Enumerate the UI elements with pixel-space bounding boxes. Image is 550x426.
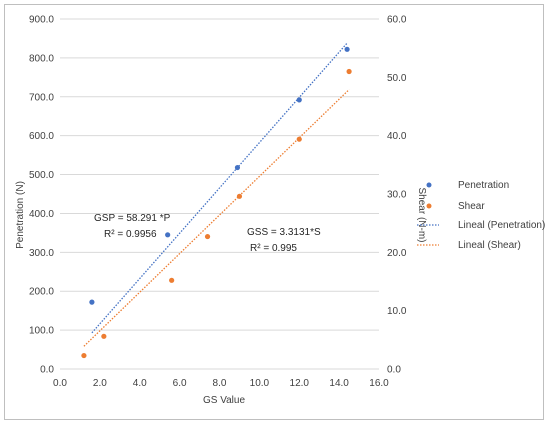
y2-tick-label: 10.0 xyxy=(387,306,407,317)
data-point-penetration xyxy=(89,299,95,305)
y2-tick-label: 50.0 xyxy=(387,73,407,84)
legend-label-lineal-shear: Lineal (Shear) xyxy=(458,240,521,251)
y-tick-label: 100.0 xyxy=(29,326,54,337)
y2-tick-label: 0.0 xyxy=(387,365,401,376)
legend-marker-shear xyxy=(426,203,432,209)
y-tick-label: 900.0 xyxy=(29,15,54,26)
y2-tick-label: 60.0 xyxy=(387,15,407,26)
legend-item-shear: Shear xyxy=(426,201,485,212)
x-tick-label: 10.0 xyxy=(250,378,270,389)
y-tick-label: 600.0 xyxy=(29,131,54,142)
gridlines xyxy=(60,18,379,370)
y-tick-label: 0.0 xyxy=(40,365,54,376)
y-tick-label: 200.0 xyxy=(29,287,54,298)
chart-svg: 0.0 100.0 200.0 300.0 400.0 500.0 600.0 700.0 80… xyxy=(15,15,545,407)
data-point-shear xyxy=(204,233,211,240)
annotation-gsp: GSP = 58.291 *P R² = 0.9956 xyxy=(94,213,171,240)
data-point-shear xyxy=(236,193,243,199)
trendline-lineal-penetration xyxy=(91,42,348,334)
y-tick-label: 500.0 xyxy=(29,170,54,181)
x-tick-label: 0.0 xyxy=(53,378,67,389)
gss-equation: GSS = 3.3131*S xyxy=(247,227,321,238)
legend-marker-penetration xyxy=(426,182,432,188)
trendlines xyxy=(83,42,350,347)
data-point-penetration xyxy=(165,232,171,238)
y-tick-label: 400.0 xyxy=(29,209,54,220)
y-tick-label: 800.0 xyxy=(29,53,54,64)
data-point-shear xyxy=(296,136,302,142)
y-tick-label: 700.0 xyxy=(29,92,54,103)
annotation-gss: GSS = 3.3131*S R² = 0.995 xyxy=(247,227,321,254)
data-point-penetration xyxy=(344,46,350,52)
data-point-shear xyxy=(81,352,87,359)
x-tick-label: 2.0 xyxy=(93,378,107,389)
data-point-shear xyxy=(346,68,352,75)
x-tick-label: 6.0 xyxy=(173,378,187,389)
data-point-penetration xyxy=(296,97,302,103)
legend-label-penetration: Penetration xyxy=(458,180,509,191)
legend-label-lineal-penetration: Lineal (Penetration) xyxy=(458,220,545,231)
legend-label-shear: Shear xyxy=(458,201,485,212)
y2-tick-label: 30.0 xyxy=(387,190,407,201)
x-tick-label: 14.0 xyxy=(329,378,349,389)
legend-item-lineal-shear: Lineal (Shear) xyxy=(417,240,521,251)
x-tick-label: 12.0 xyxy=(290,378,310,389)
data-point-penetration xyxy=(234,164,241,171)
chart-frame: 0.0 100.0 200.0 300.0 400.0 500.0 600.0 700.0 80… xyxy=(4,4,545,420)
y2-tick-label: 20.0 xyxy=(387,248,407,259)
x-tick-label: 16.0 xyxy=(369,378,389,389)
legend-item-penetration: Penetration xyxy=(426,180,509,191)
data-point-shear xyxy=(169,277,175,283)
x-axis-title: GS Value xyxy=(203,395,245,406)
tick-labels: 0.0 100.0 200.0 300.0 400.0 500.0 600.0 700.0 80… xyxy=(29,15,407,390)
y-axis-title: Penetration (N) xyxy=(15,181,26,249)
x-tick-label: 4.0 xyxy=(133,378,147,389)
y2-axis-title: Shear (N-m) xyxy=(416,187,427,242)
gss-r2: R² = 0.995 xyxy=(250,243,297,254)
y2-tick-label: 40.0 xyxy=(387,131,407,142)
data-points xyxy=(81,46,352,359)
y-tick-label: 300.0 xyxy=(29,248,54,259)
gsp-equation: GSP = 58.291 *P xyxy=(94,213,171,224)
gsp-r2: R² = 0.9956 xyxy=(104,229,157,240)
data-point-shear xyxy=(101,333,107,339)
x-tick-label: 8.0 xyxy=(213,378,227,389)
legend: Penetration Shear Lineal (Penetration) L… xyxy=(417,180,545,251)
legend-item-lineal-penetration: Lineal (Penetration) xyxy=(417,220,545,231)
